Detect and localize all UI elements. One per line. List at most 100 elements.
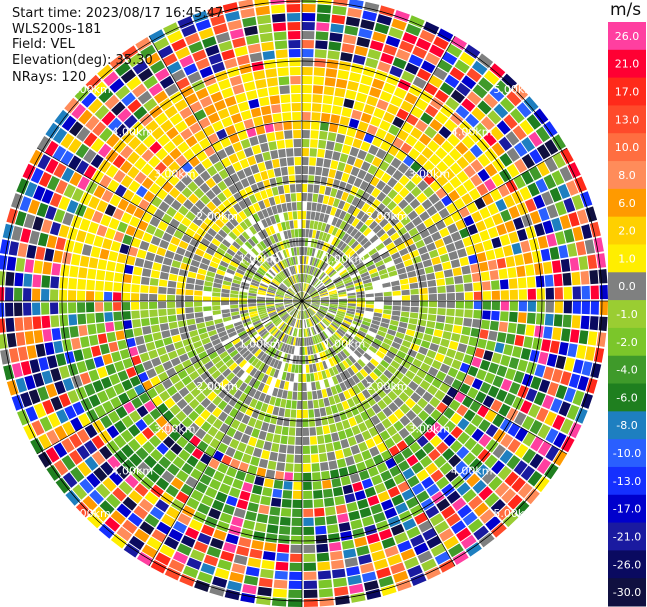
range-gate xyxy=(176,470,189,483)
range-gate xyxy=(342,321,351,328)
range-gate xyxy=(302,4,316,13)
range-gate xyxy=(462,511,478,526)
range-gate xyxy=(121,92,136,107)
range-gate xyxy=(143,334,154,343)
range-gate xyxy=(303,256,307,265)
range-gate xyxy=(315,31,329,41)
range-gate xyxy=(168,559,185,573)
range-gate xyxy=(311,121,320,130)
range-gate xyxy=(344,135,354,146)
range-gate xyxy=(361,191,370,202)
range-gate xyxy=(337,161,346,172)
range-gate xyxy=(206,414,217,425)
range-gate xyxy=(196,365,207,376)
range-gate xyxy=(405,409,417,421)
range-gate xyxy=(134,384,146,396)
range-gate xyxy=(0,255,8,270)
range-gate xyxy=(342,348,351,357)
range-gate xyxy=(253,259,261,267)
range-gate xyxy=(412,233,422,243)
range-gate xyxy=(293,301,301,304)
range-gate xyxy=(167,30,183,44)
range-gate xyxy=(526,276,536,288)
range-gate xyxy=(443,356,454,366)
range-gate xyxy=(260,403,269,413)
range-ring-label: 2.00km xyxy=(366,210,408,223)
range-gate xyxy=(454,239,465,250)
range-gate xyxy=(277,273,285,281)
range-gate xyxy=(68,314,78,326)
range-gate xyxy=(520,240,531,253)
range-gate xyxy=(187,181,199,193)
range-gate xyxy=(211,238,221,247)
range-gate xyxy=(413,140,426,153)
range-gate xyxy=(460,534,477,550)
range-gate xyxy=(26,345,37,359)
range-gate xyxy=(471,378,483,390)
range-gate xyxy=(239,298,248,301)
range-gate xyxy=(403,204,414,215)
range-gate xyxy=(203,252,213,261)
range-gate xyxy=(391,285,401,291)
range-gate xyxy=(258,328,267,335)
range-gate xyxy=(233,203,243,213)
range-gate xyxy=(338,467,349,477)
range-gate xyxy=(437,414,449,427)
range-gate xyxy=(319,273,326,281)
range-gate xyxy=(436,278,446,286)
range-gate xyxy=(353,231,362,240)
range-gate xyxy=(311,294,320,298)
range-gate xyxy=(154,112,168,126)
range-gate xyxy=(114,450,128,464)
range-gate xyxy=(208,380,219,391)
range-gate xyxy=(522,432,536,447)
range-gate xyxy=(461,326,471,336)
range-gate xyxy=(239,262,249,269)
range-gate xyxy=(347,295,356,299)
range-gate xyxy=(507,438,521,454)
range-gate xyxy=(23,288,32,301)
range-gate xyxy=(192,254,203,262)
range-gate xyxy=(275,263,282,272)
range-gate xyxy=(581,285,590,300)
range-gate xyxy=(177,369,188,380)
azimuth-spokes xyxy=(0,0,608,607)
range-gate xyxy=(89,489,104,505)
range-gate xyxy=(366,124,378,136)
range-gate xyxy=(397,326,407,334)
range-gate xyxy=(327,338,334,347)
range-gate xyxy=(394,532,409,545)
range-gate xyxy=(290,308,296,315)
range-gate xyxy=(232,353,242,362)
range-gate xyxy=(90,138,105,153)
range-gate xyxy=(392,386,403,396)
range-gate xyxy=(369,371,379,381)
range-gate xyxy=(162,181,174,193)
range-gate xyxy=(447,133,461,147)
range-gate xyxy=(287,317,293,325)
range-gate xyxy=(317,221,323,231)
range-gate xyxy=(166,127,179,140)
range-gate xyxy=(467,387,479,399)
range-gate xyxy=(203,286,212,292)
range-gate xyxy=(302,40,314,49)
range-gate xyxy=(317,323,324,332)
range-gate xyxy=(59,365,70,379)
range-gate xyxy=(390,562,406,575)
range-gate xyxy=(283,381,290,390)
range-gate xyxy=(286,354,291,363)
range-gate xyxy=(285,268,291,277)
range-gate xyxy=(457,343,468,353)
range-gate xyxy=(581,361,593,377)
range-gate xyxy=(394,10,410,23)
range-gate xyxy=(185,283,195,290)
range-gate xyxy=(563,228,575,243)
range-gate xyxy=(186,455,199,468)
range-gate xyxy=(526,361,537,375)
range-gate xyxy=(427,140,440,153)
range-gate xyxy=(296,274,299,283)
range-gate xyxy=(353,453,364,464)
range-gate xyxy=(315,362,321,372)
range-gate xyxy=(258,458,269,469)
range-gate xyxy=(371,199,381,209)
